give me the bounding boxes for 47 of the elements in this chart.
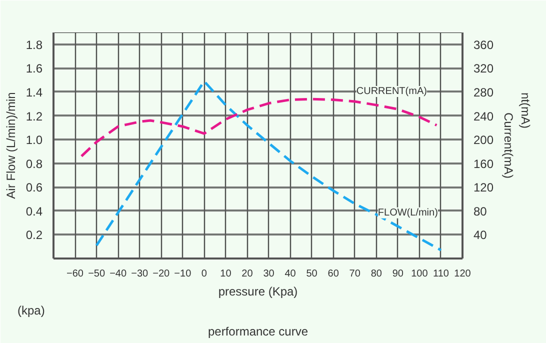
series-label: FLOW(L/min) — [378, 207, 438, 218]
x-tick-label: 90 — [392, 268, 404, 280]
x-tick-label: −20 — [152, 268, 170, 280]
x-tick-label: 30 — [263, 268, 275, 280]
x-tick-label: 120 — [454, 268, 472, 280]
y-tick-label: 1.4 — [26, 85, 43, 100]
x-tick-label: −60 — [66, 268, 84, 280]
x-tick-label: 50 — [306, 268, 318, 280]
y2-tick-label: 80 — [474, 204, 488, 218]
y-tick-label: 1.8 — [26, 38, 43, 52]
x-tick-label: 70 — [349, 268, 361, 280]
x-tick-label: −50 — [88, 268, 106, 280]
text: (kpa) — [18, 304, 45, 318]
y2-tick-label: 160 — [474, 156, 494, 171]
y2-tick-label: 320 — [474, 62, 494, 76]
x-tick-label: 80 — [370, 268, 382, 280]
y-tick-label: 0.2 — [26, 228, 43, 242]
y-tick-label: 1.6 — [26, 62, 43, 76]
y2-tick-label: 200 — [474, 133, 494, 148]
x-tick-label: −40 — [110, 268, 127, 280]
x-tick-label: 20 — [242, 268, 254, 280]
y-tick-label: 0.8 — [26, 156, 43, 171]
x-tick-label: −30 — [131, 268, 149, 280]
y2-axis-title: Current(mA) — [502, 112, 516, 179]
y-tick-label: 1.0 — [26, 133, 43, 148]
series-label: CURRENT(mA) — [356, 86, 427, 98]
y2-tick-label: 240 — [474, 109, 494, 124]
text: nt(mA) — [518, 92, 532, 129]
x-tick-label: 100 — [411, 268, 428, 280]
x-tick-label: 60 — [328, 268, 340, 280]
x-tick-label: −10 — [174, 268, 192, 280]
y-tick-label: 1.2 — [26, 109, 43, 124]
text: performance curve — [208, 324, 308, 338]
x-tick-label: 40 — [284, 268, 296, 280]
x-tick-label: 10 — [220, 268, 232, 280]
line-series — [80, 98, 438, 158]
y2-tick-label: 280 — [474, 85, 494, 100]
y2-tick-label: 120 — [474, 180, 494, 195]
y-axis-title: Air Flow (L/min)/min — [4, 92, 18, 199]
x-tick-label: 0 — [201, 268, 208, 280]
y-tick-label: 0.6 — [26, 180, 43, 195]
line-series — [95, 80, 442, 252]
x-tick-label: 110 — [433, 268, 450, 280]
y-tick-label: 0.4 — [26, 204, 43, 218]
x-axis-title: pressure (Kpa) — [218, 284, 298, 298]
y2-tick-label: 40 — [474, 228, 488, 242]
y2-tick-label: 360 — [474, 38, 494, 52]
